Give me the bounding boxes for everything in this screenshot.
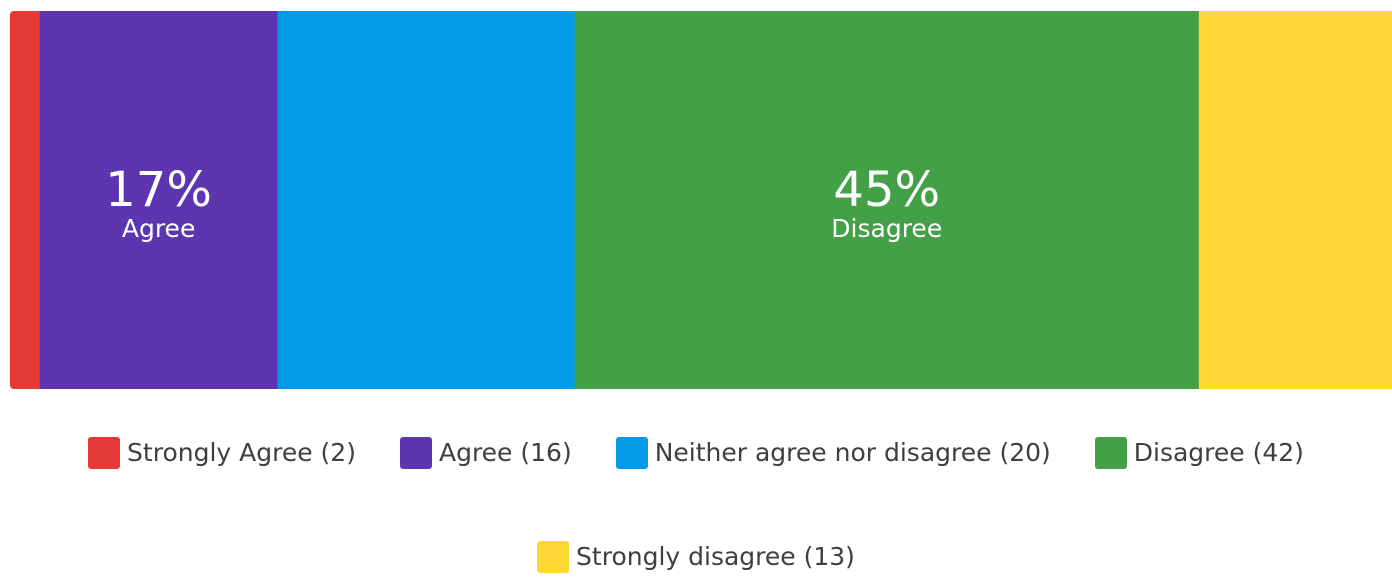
legend-label-strongly-agree: Strongly Agree (2) (127, 438, 356, 467)
segment-percent-label-disagree: 45% (833, 162, 940, 218)
segment-name-label-disagree: Disagree (831, 214, 942, 243)
bar-segment-strongly-agree[interactable] (10, 11, 41, 389)
bar-segment-strongly-disagree[interactable] (1198, 11, 1392, 389)
bar-segment-disagree[interactable] (574, 11, 1200, 389)
legend-label-strongly-disagree: Strongly disagree (13) (576, 542, 855, 571)
legend-swatch-neither-agree-nor-disagree (615, 437, 648, 469)
segment-percent-label-agree: 17% (105, 162, 212, 218)
bar-segment-neither-agree-nor-disagree[interactable] (277, 11, 576, 389)
legend-label-agree: Agree (16) (438, 438, 572, 467)
legend-item-strongly-disagree[interactable]: Strongly disagree (13) (537, 536, 855, 578)
legend-item-disagree[interactable]: Disagree (42) (1094, 432, 1304, 474)
legend-swatch-strongly-agree (88, 437, 121, 469)
legend-swatch-strongly-disagree (537, 541, 570, 573)
segment-name-label-agree: Agree (122, 214, 195, 243)
legend-item-strongly-agree[interactable]: Strongly Agree (2) (88, 432, 356, 474)
bar-segment-agree[interactable] (39, 11, 278, 389)
legend-item-agree[interactable]: Agree (16) (399, 432, 572, 474)
chart-legend: Strongly Agree (2) Agree (16) Neither agre… (0, 432, 1392, 578)
bar-chart-svg: 17%Agree 45%Disagree (10, 11, 1392, 389)
legend-swatch-disagree (1094, 437, 1127, 469)
legend-swatch-agree (399, 437, 432, 469)
legend-item-neither-agree-nor-disagree[interactable]: Neither agree nor disagree (20) (615, 432, 1051, 474)
legend-label-neither-agree-nor-disagree: Neither agree nor disagree (20) (654, 438, 1051, 467)
legend-label-disagree: Disagree (42) (1133, 438, 1304, 467)
